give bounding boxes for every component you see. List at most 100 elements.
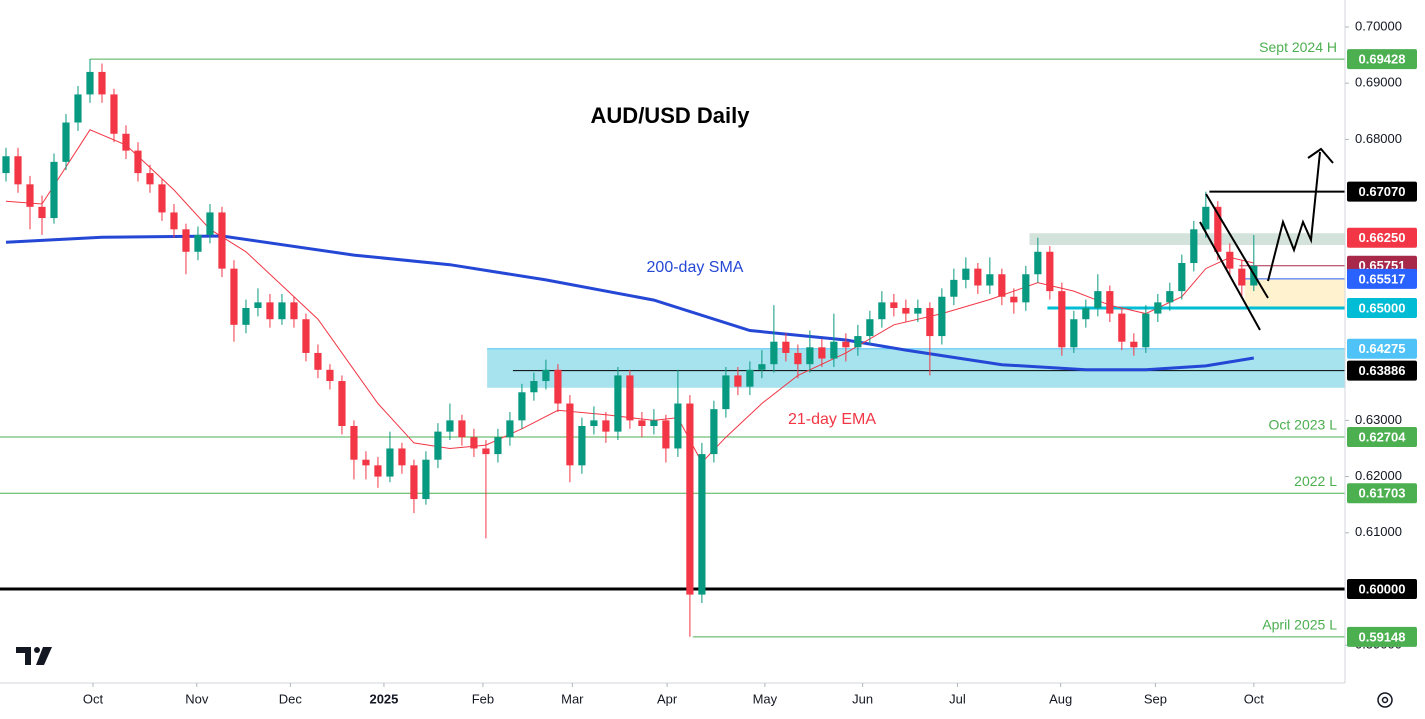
x-tick-label: Jul: [949, 691, 966, 706]
price-badge: [1347, 427, 1417, 448]
candle-body: [302, 319, 310, 353]
candle-body: [1214, 206, 1222, 252]
candle-body: [578, 425, 586, 466]
wedge-line: [1205, 193, 1269, 299]
plot-area: Sept 2024 H Oct 2023 L 2022 L April 2025 L: [0, 39, 1345, 638]
candle-body: [1010, 296, 1018, 303]
candle-body: [110, 94, 118, 134]
candle-body: [1082, 307, 1090, 320]
price-badge-label: 0.65000: [1359, 300, 1406, 315]
candle-body: [998, 274, 1006, 297]
settings-icon[interactable]: [1377, 692, 1393, 708]
candle-body: [1022, 274, 1030, 303]
candle-body: [326, 369, 334, 382]
candle-body: [614, 375, 622, 432]
candle-body: [1226, 251, 1234, 269]
price-badge: [1347, 360, 1417, 381]
candle-body: [134, 150, 142, 174]
price-badge-label: 0.61703: [1359, 486, 1406, 501]
candle-body: [566, 403, 574, 466]
candle-body: [410, 465, 418, 500]
candle-body: [62, 122, 70, 162]
price-badge: [1347, 268, 1417, 289]
candle-body: [806, 347, 814, 365]
candle-body: [446, 420, 454, 432]
y-tick-label: 0.63000: [1355, 412, 1402, 427]
y-tick-label: 0.68000: [1355, 131, 1402, 146]
candle-body: [590, 420, 598, 426]
price-badge: [1347, 338, 1417, 359]
price-badge: [1347, 578, 1417, 599]
candle-body: [1070, 319, 1078, 348]
price-badge-label: 0.63886: [1359, 363, 1406, 378]
candle-body: [350, 425, 358, 460]
price-badge: [1347, 227, 1417, 248]
candle-body: [338, 381, 346, 426]
candle-body: [542, 369, 550, 382]
x-tick-label: Sep: [1144, 691, 1167, 706]
overlay-label: 200-day SMA: [647, 259, 744, 276]
x-tick-label: 2025: [369, 691, 398, 706]
x-tick-label: Oct: [83, 691, 104, 706]
projection-arrow: [1267, 151, 1321, 282]
candle-body: [278, 302, 286, 320]
candle-body: [638, 420, 646, 426]
candle-body: [974, 268, 982, 286]
price-badge-label: 0.67070: [1359, 184, 1406, 199]
candle-body: [926, 307, 934, 337]
candle-body: [674, 403, 682, 449]
price-badge-label: 0.59148: [1359, 629, 1406, 644]
x-tick-label: Aug: [1049, 691, 1072, 706]
time-axis: [0, 683, 1345, 719]
y-tick-label: 0.61000: [1355, 524, 1402, 539]
candle-body: [662, 420, 670, 449]
candle-body: [1094, 291, 1102, 308]
candle-body: [26, 184, 34, 207]
price-badge-label: 0.64275: [1359, 341, 1406, 356]
candle-body: [158, 184, 166, 213]
candle-body: [254, 302, 262, 308]
candle-body: [554, 369, 562, 404]
candle-body: [842, 341, 850, 348]
candle-body: [734, 375, 742, 387]
x-tick-label: Nov: [185, 691, 209, 706]
candle-body: [866, 319, 874, 337]
candle-body: [386, 448, 394, 477]
candle-body: [458, 420, 466, 438]
candle-body: [830, 341, 838, 359]
candle-body: [1202, 206, 1210, 230]
overlay-label: 21-day EMA: [788, 411, 876, 428]
candle-body: [938, 296, 946, 337]
price-badge-label: 0.65517: [1359, 271, 1406, 286]
candle-body: [878, 302, 886, 320]
x-tick-label: Apr: [657, 691, 678, 706]
overlay-line: [5, 234, 1255, 372]
candle-body: [722, 375, 730, 410]
candle-body: [398, 448, 406, 466]
tradingview-logo: [16, 647, 52, 665]
candle-body: [1166, 291, 1174, 303]
candle-body: [182, 229, 190, 252]
price-badge-label: 0.66250: [1359, 230, 1406, 245]
candle-body: [98, 71, 106, 95]
candle-body: [434, 431, 442, 460]
level-label: April 2025 L: [1262, 617, 1337, 633]
price-badge-label: 0.60000: [1359, 581, 1406, 596]
level-label: 2022 L: [1294, 473, 1337, 489]
candle-body: [122, 133, 130, 151]
candle-body: [242, 307, 250, 325]
candle-body: [86, 71, 94, 95]
candle-body: [902, 307, 910, 314]
chart-title: AUD/USD Daily: [591, 103, 751, 128]
candle-body: [626, 375, 634, 421]
level-label: Sept 2024 H: [1259, 39, 1337, 55]
candle-body: [794, 352, 802, 365]
wedge-line: [1199, 221, 1261, 331]
candle-body: [38, 206, 46, 219]
candle-body: [170, 212, 178, 230]
candle-body: [650, 420, 658, 426]
candle-body: [2, 156, 10, 174]
candle-body: [518, 392, 526, 421]
x-tick-label: Feb: [472, 691, 494, 706]
